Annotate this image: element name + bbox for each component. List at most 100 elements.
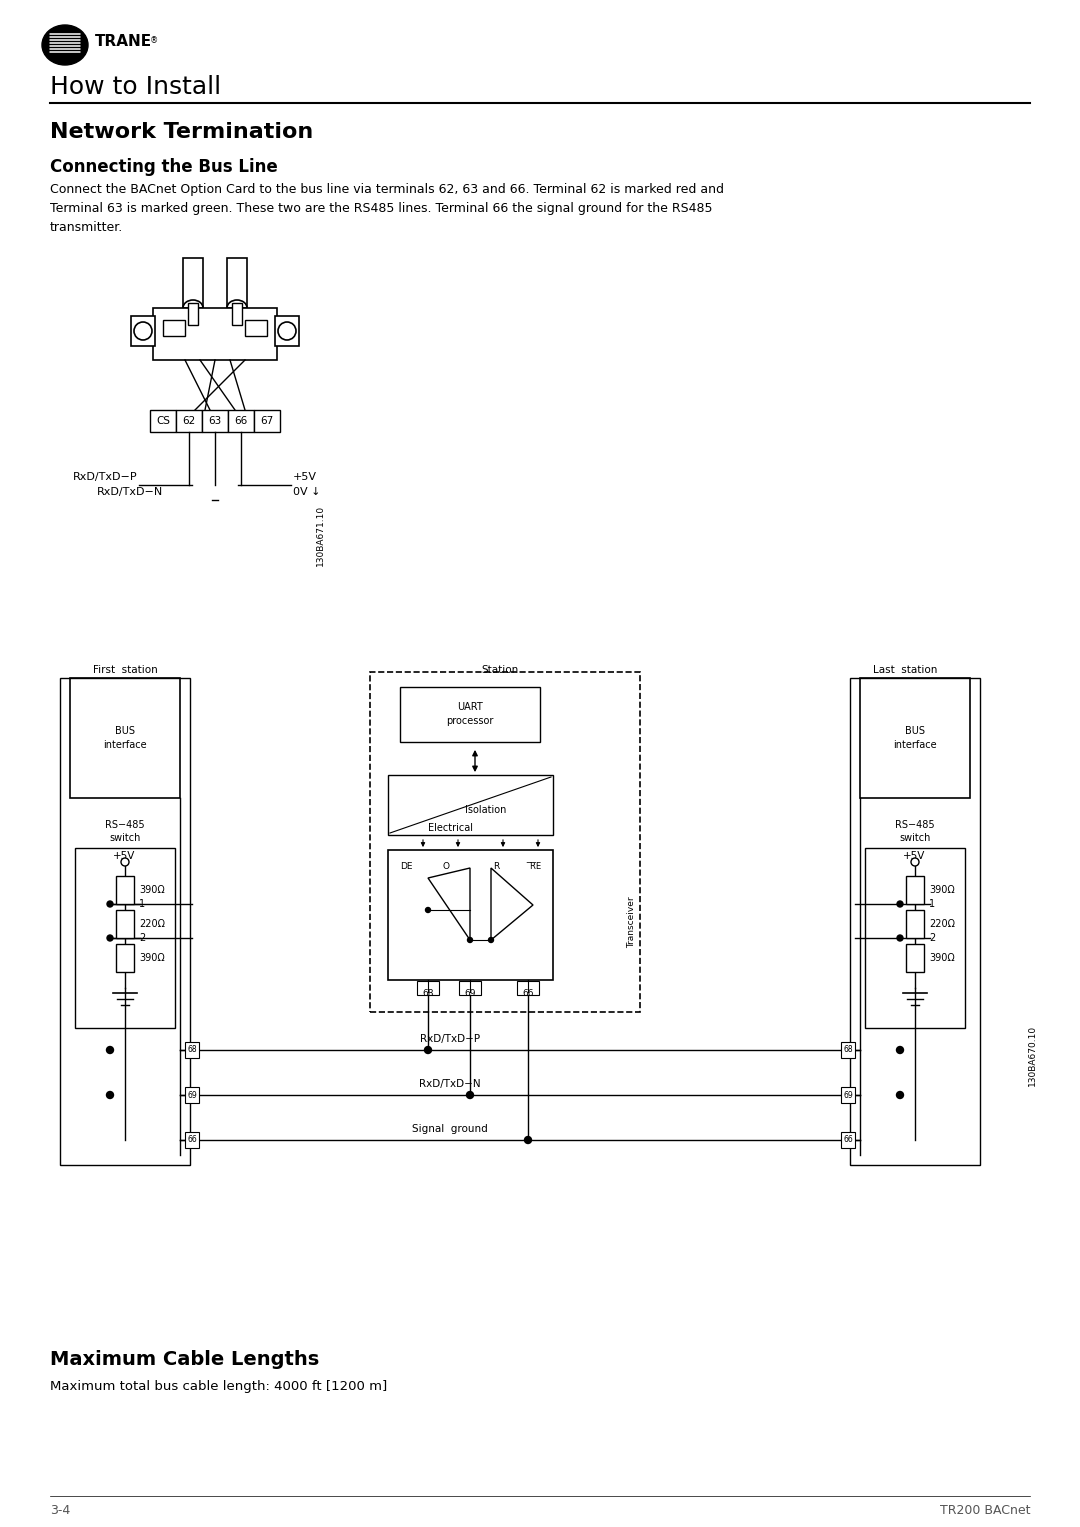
Text: RxD/TxD−N: RxD/TxD−N [97, 487, 163, 496]
Text: 130BA670.10: 130BA670.10 [1027, 1025, 1037, 1086]
Bar [417, 980, 438, 996]
Circle shape [896, 1092, 904, 1098]
Text: 68: 68 [422, 989, 434, 999]
Text: Isolation: Isolation [464, 805, 507, 815]
Bar [116, 910, 134, 938]
Text: DE: DE [400, 863, 413, 870]
Text: 2: 2 [139, 933, 145, 944]
Text: CS: CS [156, 415, 170, 426]
Text: 220Ω: 220Ω [139, 919, 165, 928]
Bar [70, 678, 180, 799]
Bar [850, 678, 980, 1165]
Text: Last  station: Last station [873, 664, 937, 675]
Text: RxD/TxD−P: RxD/TxD−P [72, 472, 137, 483]
Circle shape [107, 935, 113, 941]
Bar [841, 1132, 855, 1148]
Text: First  station: First station [93, 664, 158, 675]
Bar [275, 316, 299, 347]
Text: 66: 66 [843, 1136, 853, 1145]
Text: Maximum total bus cable length: 4000 ft [1200 m]: Maximum total bus cable length: 4000 ft … [50, 1380, 388, 1393]
Bar [185, 1087, 199, 1102]
Text: +5V: +5V [293, 472, 318, 483]
Text: R: R [492, 863, 499, 870]
Bar [906, 876, 924, 904]
Circle shape [525, 1136, 531, 1144]
Circle shape [278, 322, 296, 341]
Bar [183, 258, 203, 308]
Text: How to Install: How to Install [50, 75, 221, 99]
Bar [188, 302, 198, 325]
Text: 220Ω: 220Ω [929, 919, 955, 928]
Bar [388, 851, 553, 980]
Circle shape [107, 1092, 113, 1098]
Ellipse shape [42, 24, 87, 66]
Text: RS−485
switch: RS−485 switch [105, 820, 145, 843]
Bar [185, 1041, 199, 1058]
Text: 69: 69 [843, 1090, 853, 1099]
Text: 1: 1 [139, 899, 145, 909]
Circle shape [424, 1046, 432, 1054]
Bar [116, 944, 134, 973]
Text: ®: ® [150, 37, 159, 44]
Bar [150, 411, 176, 432]
Bar [227, 258, 247, 308]
Text: 66: 66 [523, 989, 534, 999]
Bar [153, 308, 276, 360]
Circle shape [897, 935, 903, 941]
Text: 2: 2 [929, 933, 935, 944]
Bar [841, 1087, 855, 1102]
Bar [245, 321, 267, 336]
Bar [370, 672, 640, 1012]
Text: 390Ω: 390Ω [929, 953, 955, 964]
Circle shape [488, 938, 494, 942]
Text: 62: 62 [183, 415, 195, 426]
Bar [254, 411, 280, 432]
Text: Connecting the Bus Line: Connecting the Bus Line [50, 157, 278, 176]
Text: 130BA671.10: 130BA671.10 [315, 504, 324, 565]
Text: 68: 68 [843, 1046, 853, 1055]
Text: 69: 69 [464, 989, 476, 999]
Text: Connect the BACnet Option Card to the bus line via terminals 62, 63 and 66. Term: Connect the BACnet Option Card to the bu… [50, 183, 724, 234]
Text: Network Termination: Network Termination [50, 122, 313, 142]
Circle shape [426, 907, 431, 913]
Bar [388, 776, 553, 835]
Bar [841, 1041, 855, 1058]
Text: Signal  ground: Signal ground [413, 1124, 488, 1135]
Text: RxD/TxD−P: RxD/TxD−P [420, 1034, 481, 1044]
Circle shape [897, 901, 903, 907]
Bar [232, 302, 242, 325]
Text: 66: 66 [187, 1136, 197, 1145]
Text: BUS
interface: BUS interface [104, 725, 147, 750]
Bar [906, 910, 924, 938]
Bar [163, 321, 185, 336]
Text: 0V ↓: 0V ↓ [293, 487, 321, 496]
Bar [176, 411, 202, 432]
Circle shape [107, 1046, 113, 1054]
Text: BUS
interface: BUS interface [893, 725, 936, 750]
Circle shape [912, 858, 919, 866]
Circle shape [896, 1046, 904, 1054]
Text: 390Ω: 390Ω [929, 886, 955, 895]
Text: Electrical: Electrical [428, 823, 473, 834]
Bar [202, 411, 228, 432]
Text: UART
processor: UART processor [446, 702, 494, 727]
Bar [228, 411, 254, 432]
Bar [517, 980, 539, 996]
Bar [131, 316, 156, 347]
Circle shape [134, 322, 152, 341]
Text: Transceiver: Transceiver [627, 896, 636, 948]
Text: 1: 1 [929, 899, 935, 909]
Text: Maximum Cable Lengths: Maximum Cable Lengths [50, 1350, 320, 1370]
Text: 3-4: 3-4 [50, 1504, 70, 1516]
Text: RS−485
switch: RS−485 switch [895, 820, 935, 843]
Text: 390Ω: 390Ω [139, 886, 165, 895]
Bar [459, 980, 481, 996]
Bar [185, 1132, 199, 1148]
Bar [116, 876, 134, 904]
Bar [860, 678, 970, 799]
Text: +5V: +5V [903, 851, 926, 861]
Text: TRANE: TRANE [95, 35, 152, 49]
Text: O: O [443, 863, 449, 870]
Text: Station: Station [482, 664, 518, 675]
Text: RxD/TxD−N: RxD/TxD−N [419, 1080, 481, 1089]
